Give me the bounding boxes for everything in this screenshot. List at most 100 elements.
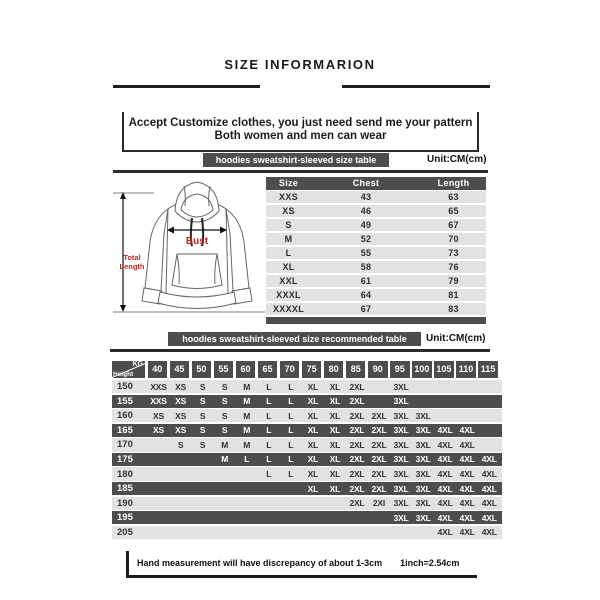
recommended-size-cell: XL bbox=[307, 410, 319, 421]
recommended-table-row: 180 L L XL XL 2XL 2XL 3XL 3XL 4XL 4XL 4XL bbox=[112, 467, 502, 481]
size-value: XXXXL bbox=[272, 303, 304, 314]
size-value: XXL bbox=[279, 275, 298, 286]
inch-conversion-note: 1inch=2.54cm bbox=[400, 558, 460, 568]
length-value: 67 bbox=[448, 219, 459, 230]
section-divider-2 bbox=[110, 349, 490, 352]
recommended-size-cell: L bbox=[266, 439, 272, 450]
weight-column-header: 50 bbox=[191, 361, 212, 378]
weight-column-header: 100 bbox=[412, 361, 432, 378]
chest-value: 61 bbox=[360, 275, 372, 286]
recommended-size-cell: XS bbox=[175, 410, 187, 421]
recommended-size-cell: 3XL bbox=[393, 381, 409, 392]
weight-column-header: 65 bbox=[257, 361, 278, 378]
weight-column-header: 105 bbox=[434, 361, 454, 378]
recommended-size-cell: S bbox=[221, 410, 228, 421]
recommended-size-cell: 3XL bbox=[415, 410, 431, 421]
recommended-size-cell: L bbox=[244, 454, 250, 465]
recommended-size-cell: 3XL bbox=[393, 410, 409, 421]
recommended-size-cell: S bbox=[177, 439, 184, 450]
recommended-size-cell: M bbox=[243, 396, 251, 407]
recommended-size-cell: M bbox=[221, 454, 229, 465]
recommended-size-cell: 2XL bbox=[349, 425, 365, 436]
recommended-table-row: 185 XL XL 2XL 2XL 3XL 3XL 4XL 4XL 4XL bbox=[112, 482, 502, 496]
title-divider-left bbox=[113, 85, 260, 88]
recommended-size-cell: XL bbox=[307, 454, 319, 465]
title-divider-right bbox=[342, 85, 490, 88]
chest-value: 67 bbox=[360, 303, 372, 314]
height-label: 155 bbox=[117, 395, 133, 407]
recommended-size-cell: 2XL bbox=[349, 469, 365, 480]
height-label: 190 bbox=[117, 497, 133, 509]
recommended-size-cell: 2XL bbox=[349, 396, 365, 407]
recommended-size-cell: L bbox=[288, 396, 294, 407]
chest-value: 58 bbox=[360, 261, 372, 272]
recommended-size-cell: L bbox=[288, 439, 294, 450]
recommended-size-cell: XXS bbox=[150, 381, 167, 392]
recommended-size-cell: XL bbox=[329, 483, 341, 494]
recommended-size-cell: XXS bbox=[150, 396, 167, 407]
recommended-size-cell: 4XL bbox=[459, 425, 475, 436]
weight-column-header: 110 bbox=[456, 361, 476, 378]
recommended-size-cell: 3XL bbox=[415, 483, 431, 494]
recommended-table: KG Height 40 45 50 55 60 65 70 75 80 85 90 95 100 105… bbox=[112, 361, 502, 540]
size-table-row: M 52 70 bbox=[266, 233, 486, 245]
recommended-size-cell: XS bbox=[153, 425, 164, 436]
recommended-size-cell: 4XL bbox=[481, 454, 497, 465]
recommended-size-cell: L bbox=[266, 396, 272, 407]
recommended-size-cell: 2XL bbox=[371, 469, 387, 480]
total-length-label-line2: Length bbox=[120, 262, 145, 271]
recommended-size-cell: 3XL bbox=[415, 425, 431, 436]
bust-label: Bust bbox=[186, 236, 209, 247]
recommended-size-cell: 4XL bbox=[437, 498, 453, 509]
weight-column-header: 60 bbox=[235, 361, 256, 378]
size-table-column-header: Size bbox=[278, 178, 299, 189]
recommended-size-cell: XS bbox=[175, 425, 187, 436]
customize-note-box: Accept Customize clothes, you just need … bbox=[122, 112, 479, 152]
recommended-table-row: 150 XXS XS S S M L L XL XL 2XL 3XL bbox=[112, 380, 502, 394]
weight-column-header: 70 bbox=[279, 361, 300, 378]
weight-column-header: 75 bbox=[301, 361, 322, 378]
hoodie-sleeves bbox=[141, 207, 253, 305]
recommended-size-cell: L bbox=[288, 454, 294, 465]
section-divider-1 bbox=[113, 170, 488, 173]
height-corner-label: Height bbox=[113, 371, 134, 378]
recommended-size-cell: XL bbox=[329, 439, 341, 450]
height-label: 165 bbox=[117, 424, 133, 436]
recommended-size-cell: 3XL bbox=[393, 512, 409, 523]
recommended-size-cell: 4XL bbox=[459, 454, 475, 465]
recommended-size-cell: 3XL bbox=[393, 483, 409, 494]
chest-value: 64 bbox=[360, 289, 372, 300]
length-value: 79 bbox=[448, 275, 459, 286]
size-table-header-row: Size Chest Length bbox=[266, 177, 486, 190]
size-value: XXXL bbox=[276, 289, 301, 300]
recommended-size-cell: XL bbox=[307, 425, 319, 436]
recommended-size-cell: S bbox=[199, 410, 206, 421]
recommended-size-cell: 2XL bbox=[371, 439, 387, 450]
height-label: 150 bbox=[117, 381, 133, 393]
recommended-size-cell: L bbox=[266, 469, 272, 480]
weight-column-header: 115 bbox=[478, 361, 498, 378]
page-title: SIZE INFORMARION bbox=[224, 57, 376, 72]
recommended-size-cell: S bbox=[221, 396, 228, 407]
recommended-size-cell: M bbox=[243, 439, 251, 450]
recommended-size-cell: L bbox=[266, 425, 272, 436]
recommended-size-cell: XL bbox=[307, 483, 319, 494]
recommended-size-cell: 4XL bbox=[481, 527, 497, 538]
recommended-size-cell: XS bbox=[153, 410, 164, 421]
recommended-size-cell: S bbox=[199, 425, 206, 436]
recommended-size-cell: L bbox=[288, 425, 294, 436]
total-length-arrow bbox=[120, 192, 126, 312]
length-value: 83 bbox=[448, 303, 459, 314]
size-value: M bbox=[284, 233, 293, 244]
recommended-size-cell: 4XL bbox=[437, 454, 453, 465]
recommended-size-cell: 4XL bbox=[459, 512, 475, 523]
size-table-section-header: hoodies sweatshirt-sleeved size table bbox=[203, 153, 389, 167]
height-label: 205 bbox=[117, 526, 133, 538]
recommended-size-cell: 4XL bbox=[437, 527, 453, 538]
recommended-size-cell: XL bbox=[307, 469, 319, 480]
recommended-size-cell: 4XL bbox=[459, 439, 475, 450]
recommended-size-cell: S bbox=[199, 396, 206, 407]
recommended-size-cell: XL bbox=[329, 381, 341, 392]
hoodie-measurement-diagram: Bust Total Length bbox=[110, 176, 268, 328]
recommended-size-cell: 2XL bbox=[349, 454, 365, 465]
